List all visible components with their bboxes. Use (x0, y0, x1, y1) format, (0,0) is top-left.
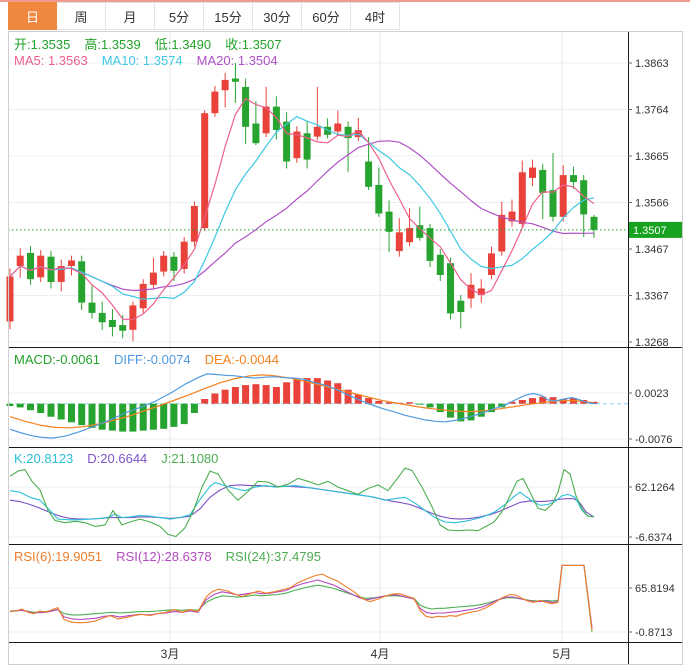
svg-text:65.8194: 65.8194 (635, 583, 675, 595)
svg-text:1.3764: 1.3764 (635, 105, 669, 117)
tab-period-0[interactable]: 日 (8, 2, 57, 30)
macd-dea-label: DEA:-0.0044 (204, 352, 280, 367)
macd-diff-label: DIFF:-0.0074 (113, 352, 191, 367)
ohlc-open-label: 开:1.3535 (14, 37, 71, 52)
tab-period-5[interactable]: 30分 (253, 2, 302, 30)
svg-text:1.3268: 1.3268 (635, 337, 669, 349)
panel-separators (8, 31, 683, 665)
rsi-rsi12-label: RSI(12):28.6378 (116, 549, 212, 564)
svg-text:4月: 4月 (371, 647, 390, 661)
ohlc-header: 开:1.3535 高:1.3539 低:1.3490 收:1.3507 (14, 34, 296, 53)
chart-outer-border (8, 31, 683, 665)
ma-ma5-label: MA5: 1.3563 (14, 53, 88, 68)
svg-text:3月: 3月 (161, 647, 180, 661)
current-price-badge: 1.3507 (628, 221, 683, 238)
ma-ma10-label: MA10: 1.3574 (101, 53, 183, 68)
kdj-k-label: K:20.8123 (14, 451, 74, 466)
macd-header: MACD:-0.0061 DIFF:-0.0074 DEA:-0.0044 (14, 352, 293, 367)
ma-lines (9, 97, 595, 321)
ma-ma20-label: MA20: 1.3504 (196, 53, 278, 68)
svg-text:-0.0076: -0.0076 (635, 434, 672, 446)
svg-text:62.1264: 62.1264 (635, 482, 675, 494)
gridlines (8, 31, 628, 643)
candlestick-series (6, 63, 598, 342)
ohlc-close-label: 收:1.3507 (225, 37, 282, 52)
tab-period-6[interactable]: 60分 (302, 2, 351, 30)
x-axis-labels: 3月 4月 5月 (161, 647, 572, 661)
rsi-rsi24-label: RSI(24):37.4795 (225, 549, 321, 564)
macd-macd-label: MACD:-0.0061 (14, 352, 100, 367)
tab-period-7[interactable]: 4时 (351, 2, 400, 30)
svg-text:1.3467: 1.3467 (635, 244, 669, 256)
period-tab-bar: 日周月 5分 15分 30分 60分 4时 (8, 2, 400, 30)
kdj-j-label: J:21.1080 (161, 451, 219, 466)
svg-text:0.0023: 0.0023 (635, 388, 669, 400)
svg-text:1.3367: 1.3367 (635, 291, 669, 303)
rsi-lines (9, 564, 593, 632)
svg-text:-0.8713: -0.8713 (635, 627, 672, 639)
svg-text:-6.6374: -6.6374 (635, 532, 672, 544)
tab-period-3[interactable]: 5分 (155, 2, 204, 30)
macd-lines (9, 373, 597, 439)
svg-text:5月: 5月 (553, 647, 572, 661)
tab-period-4[interactable]: 15分 (204, 2, 253, 30)
kdj-d-label: D:20.6644 (87, 451, 148, 466)
kdj-header: K:20.8123 D:20.6644 J:21.1080 (14, 451, 232, 466)
top-accent-line (0, 0, 690, 2)
svg-text:1.3863: 1.3863 (635, 58, 669, 70)
kdj-lines (9, 467, 595, 538)
rsi-rsi6-label: RSI(6):19.9051 (14, 549, 103, 564)
ohlc-high-label: 高:1.3539 (84, 37, 141, 52)
rsi-header: RSI(6):19.9051 RSI(12):28.6378 RSI(24):37.… (14, 549, 335, 564)
y-axis-labels: 1.3863 1.3764 1.3665 1.3566 1.3467 1.3367 1.32… (628, 58, 675, 639)
macd-histogram (6, 378, 598, 432)
ma-header: MA5: 1.3563 MA10: 1.3574 MA20: 1.3504 (14, 53, 292, 68)
svg-text:1.3566: 1.3566 (635, 198, 669, 210)
ohlc-low-label: 低:1.3490 (154, 37, 212, 52)
tab-period-2[interactable]: 月 (106, 2, 155, 30)
svg-text:1.3507: 1.3507 (633, 225, 667, 237)
svg-text:1.3665: 1.3665 (635, 151, 669, 163)
tab-period-1[interactable]: 周 (57, 2, 106, 30)
